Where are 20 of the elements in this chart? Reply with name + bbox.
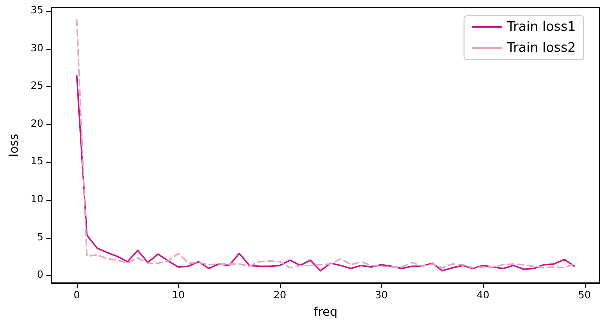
y-axis-title: loss <box>7 134 21 158</box>
y-tick-label: 35 <box>30 6 44 17</box>
y-tick-label: 25 <box>30 81 44 92</box>
y-tick-label: 0 <box>37 270 44 282</box>
legend-label: Train loss2 <box>506 41 576 56</box>
line-series <box>76 19 576 269</box>
y-tick-label: 30 <box>30 43 44 54</box>
x-tick-label: 40 <box>476 290 490 302</box>
x-tick-label: 0 <box>74 290 80 302</box>
x-tick-label: 50 <box>578 290 592 302</box>
x-tick-label: 20 <box>274 290 286 302</box>
y-tick-label: 5 <box>37 232 44 244</box>
line-series <box>76 75 576 272</box>
x-axis-title: freq <box>314 305 338 319</box>
legend-label: Train loss1 <box>506 20 576 35</box>
y-tick-label: 15 <box>30 156 44 168</box>
y-tick-label: 20 <box>30 118 44 130</box>
y-tick-label: 10 <box>30 194 44 206</box>
x-tick-label: 30 <box>375 290 388 302</box>
x-tick-label: 10 <box>172 290 185 302</box>
